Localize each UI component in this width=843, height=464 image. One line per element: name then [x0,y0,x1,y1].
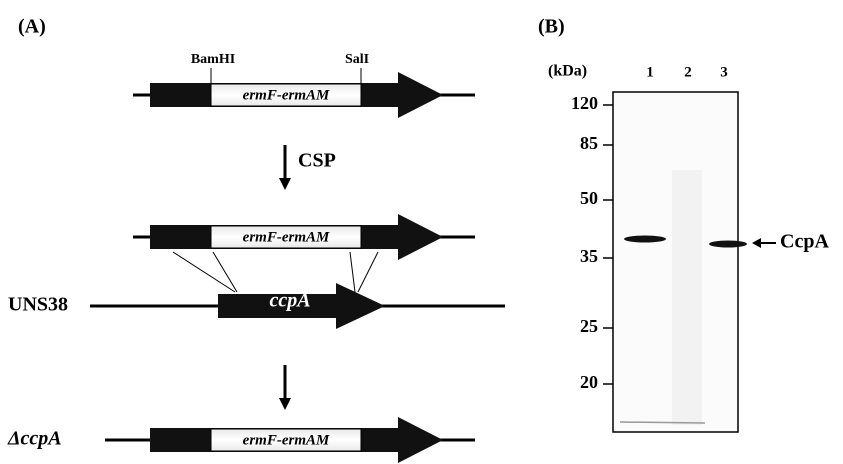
panel-label: (B) [538,16,565,38]
gene-label: ccpA [269,290,310,312]
insert-label: ermF-ermAM [243,432,330,448]
lane-label: 1 [646,64,654,80]
marker-label: 25 [580,316,598,336]
site-label: BamHI [191,52,235,67]
site-label: SalI [345,52,369,67]
figure: (A) BamHI SalI ermF-ermAM CSP ermF-ermAM… [0,0,843,464]
blot [613,92,747,432]
construct [133,214,475,292]
strain-label: UNS38 [8,294,68,316]
step-arrow [279,145,291,190]
step-arrow [279,365,291,410]
marker-label: 120 [571,93,598,113]
marker-label: 35 [580,246,598,266]
lane-labels: 1 2 3 [646,64,728,80]
unit-label: (kDa) [548,63,587,80]
panel-label: (A) [18,16,46,38]
step-label: CSP [298,150,336,172]
markers: 120 85 50 35 25 20 [571,93,613,392]
mutant-label: ΔccpA [7,428,62,450]
marker-label: 85 [580,133,598,153]
band-label: CcpA [780,231,829,253]
marker-label: 20 [580,372,598,392]
marker-label: 50 [580,188,598,208]
band-arrow [752,238,776,248]
insert-label: ermF-ermAM [243,229,330,245]
insert-label: ermF-ermAM [243,87,330,103]
lane-label: 3 [720,64,728,80]
lane-label: 2 [684,64,692,80]
